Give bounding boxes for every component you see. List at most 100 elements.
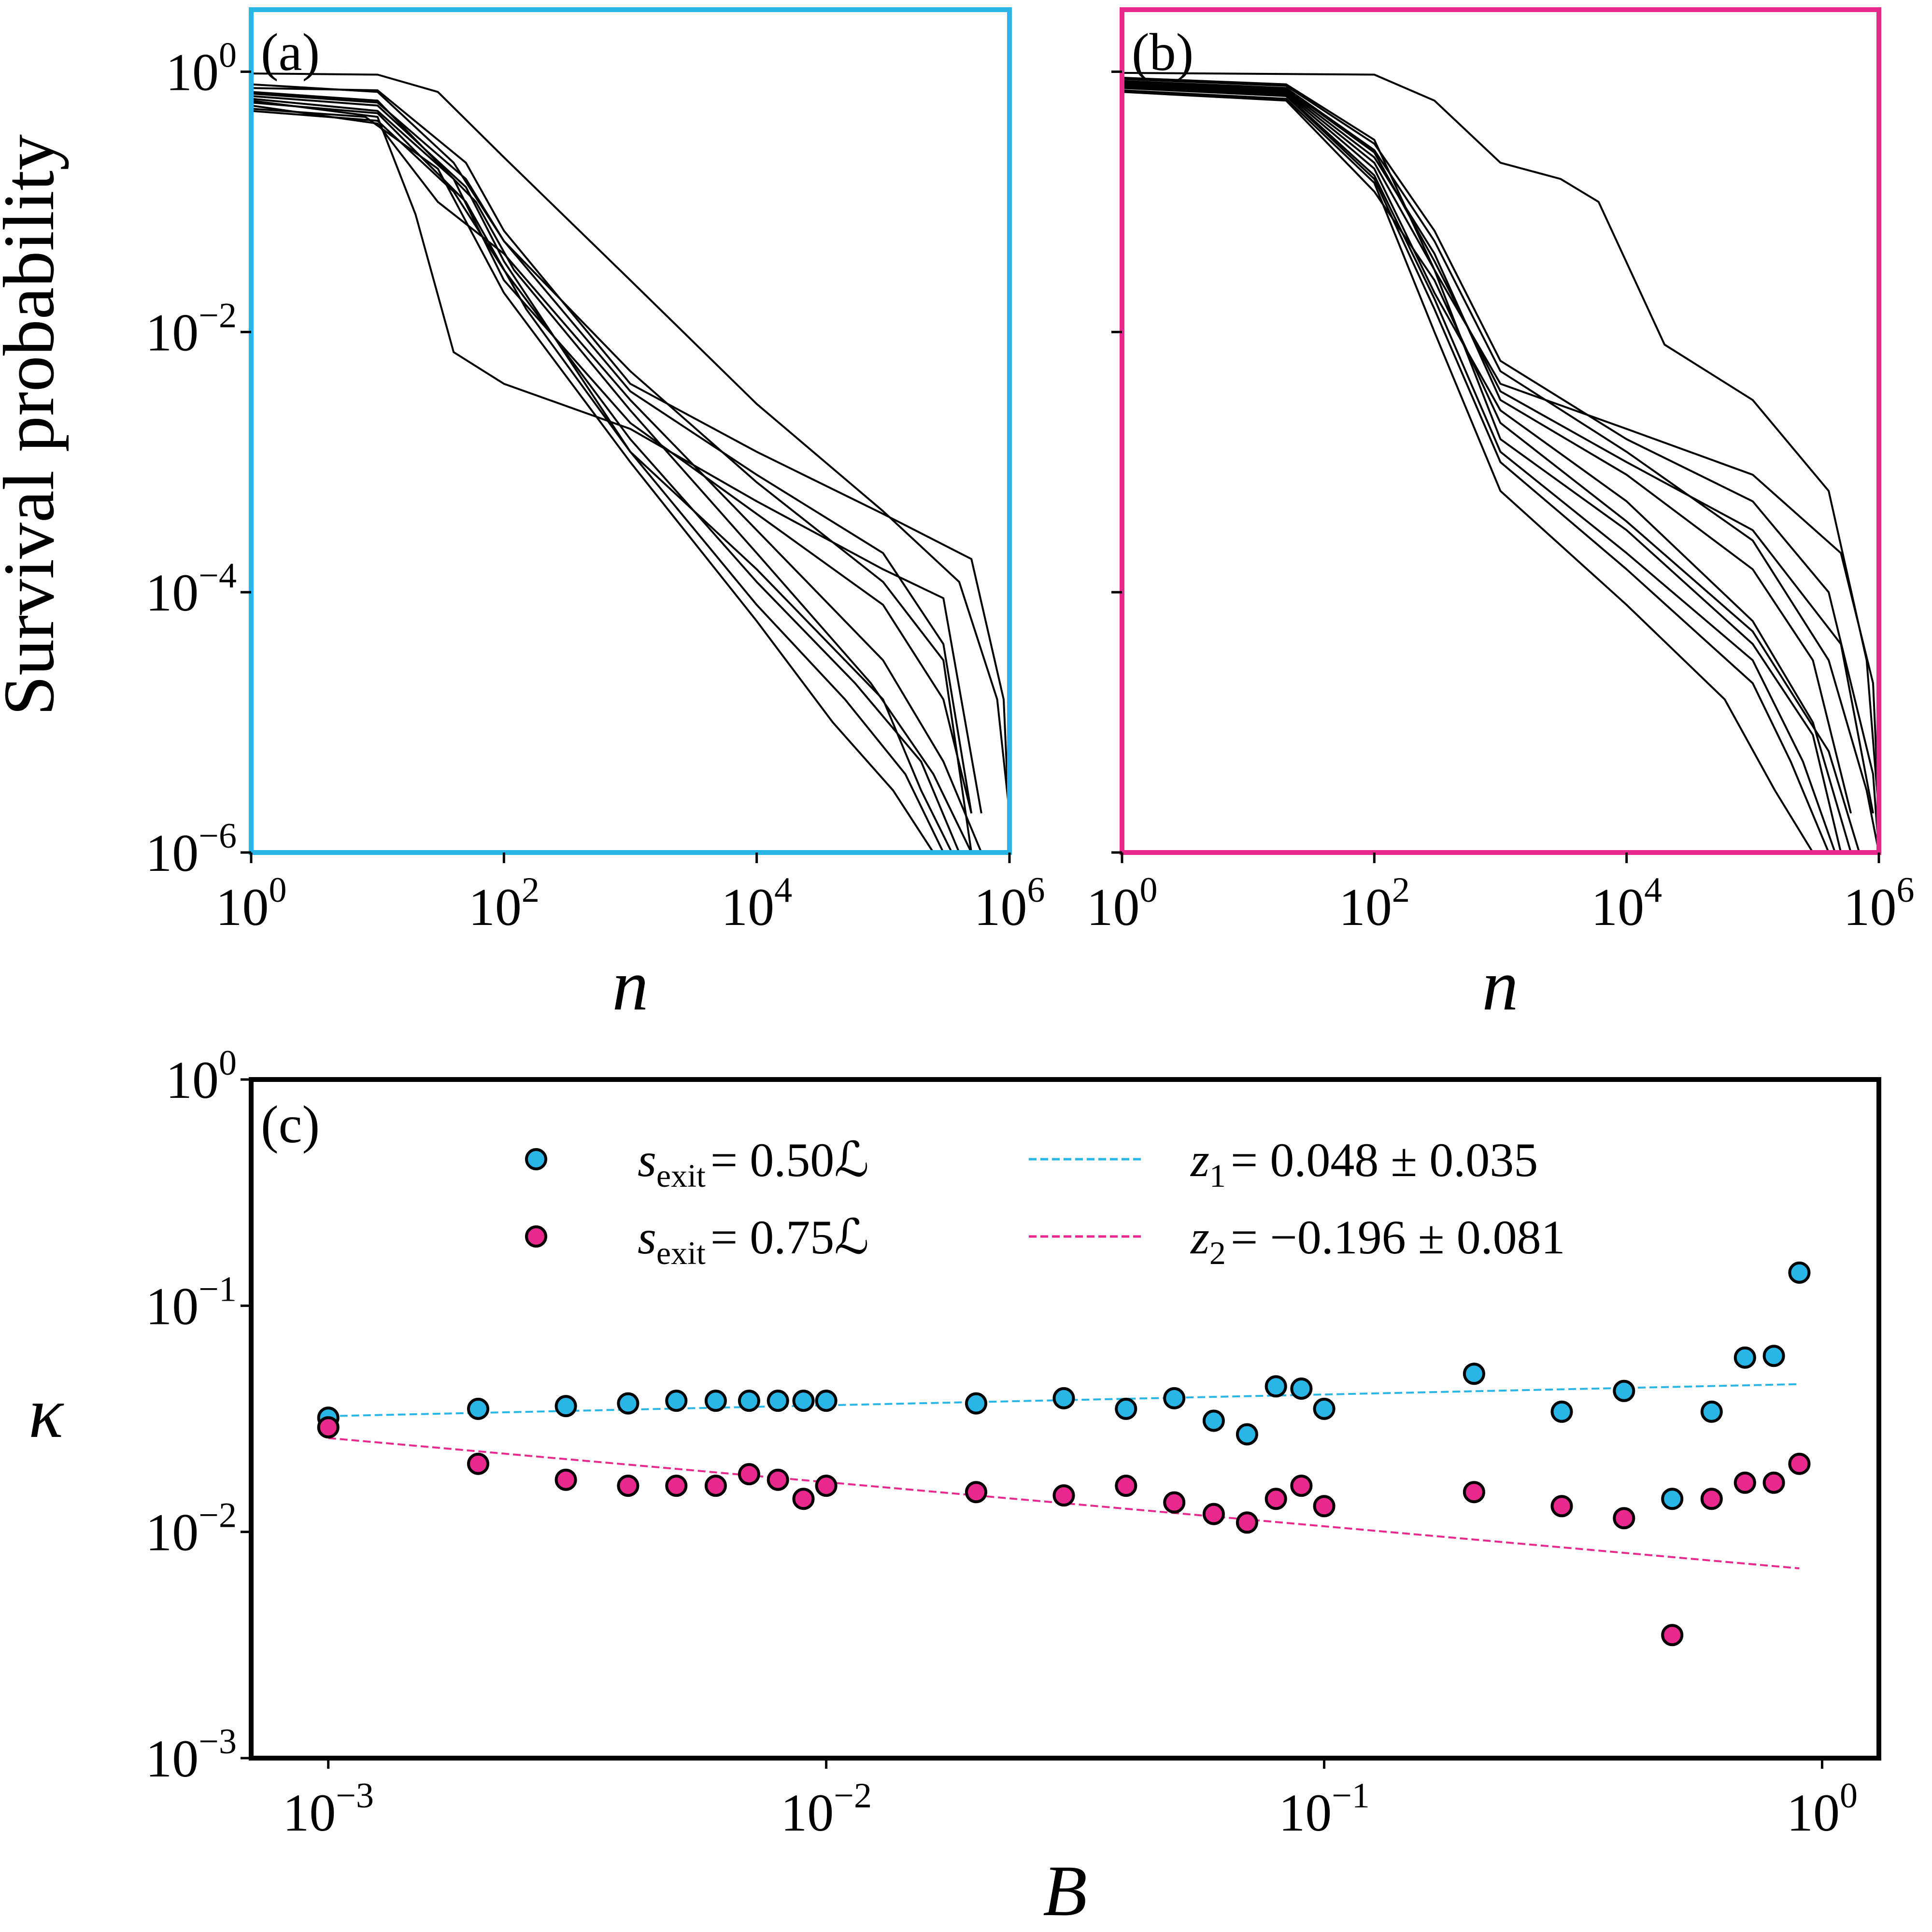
data-point-pink bbox=[665, 1475, 688, 1497]
panel-b-curve-1 bbox=[1122, 71, 1880, 814]
fit-line-z2 bbox=[328, 1437, 1800, 1570]
data-point-pink bbox=[467, 1452, 489, 1475]
panel-b: (b) 100 102 104 106 n bbox=[1087, 7, 1915, 1025]
data-point-blue bbox=[738, 1390, 760, 1412]
panel-a-curve-5 bbox=[251, 110, 960, 853]
data-point-pink bbox=[1290, 1475, 1313, 1497]
panel-b-curve-2 bbox=[1122, 76, 1880, 813]
data-point-pink bbox=[1613, 1507, 1635, 1530]
panel-c-y-tick-label: 10−2 bbox=[145, 1496, 237, 1562]
panel-b-x-tick-label: 102 bbox=[1339, 870, 1410, 937]
panel-c-x-ticks: 10−3 10−2 10−1 100 bbox=[283, 1758, 1858, 1842]
data-point-pink bbox=[965, 1481, 987, 1504]
panel-b-curve-10 bbox=[1122, 78, 1880, 853]
panel-a-y-tick-label: 10−2 bbox=[145, 296, 237, 362]
data-point-blue bbox=[704, 1390, 727, 1412]
panel-b-curve-11 bbox=[1122, 86, 1836, 853]
data-point-pink bbox=[815, 1475, 838, 1497]
panel-a-y-ticks: 100 10−2 10−4 10−6 bbox=[145, 36, 251, 882]
panel-c-x-tick-label: 10−2 bbox=[781, 1776, 872, 1842]
panel-b-x-axis-label: n bbox=[1482, 945, 1519, 1025]
panel-b-x-tick-label: 100 bbox=[1087, 870, 1158, 937]
data-point-blue bbox=[1290, 1378, 1313, 1400]
panel-b-curve-7 bbox=[1122, 89, 1814, 853]
panel-a-curve-11 bbox=[251, 108, 935, 853]
panel-a-curve-9 bbox=[251, 101, 953, 853]
data-point-pink bbox=[1052, 1484, 1075, 1507]
data-point-blue bbox=[767, 1390, 789, 1412]
panel-c-fit-lines bbox=[328, 1383, 1800, 1570]
panel-a-curve-1 bbox=[251, 72, 1010, 814]
panel-a-x-tick-label: 102 bbox=[469, 870, 540, 937]
panel-b-frame bbox=[1120, 7, 1881, 855]
data-point-pink bbox=[704, 1475, 727, 1497]
legend-fit-label-blue: z1 = 0.048 ± 0.035 bbox=[1190, 1133, 1538, 1194]
data-point-blue bbox=[1613, 1379, 1635, 1402]
panel-b-curve-3 bbox=[1122, 80, 1880, 853]
panel-c-points bbox=[317, 1261, 1811, 1647]
panel-b-y-ticks bbox=[1111, 71, 1122, 854]
panel-c-y-axis-label: κ bbox=[28, 1373, 64, 1453]
panel-c-frame bbox=[249, 1077, 1881, 1761]
legend-marker-blue bbox=[525, 1148, 547, 1170]
data-point-pink bbox=[767, 1468, 789, 1491]
panel-b-x-ticks: 100 102 104 106 bbox=[1087, 852, 1915, 937]
data-point-pink bbox=[617, 1475, 639, 1497]
data-point-blue bbox=[815, 1390, 838, 1412]
legend-fit-label-pink: z2 = −0.196 ± 0.081 bbox=[1190, 1210, 1565, 1271]
data-point-blue bbox=[1163, 1387, 1186, 1409]
data-point-blue bbox=[1264, 1375, 1287, 1398]
panel-a-x-tick-label: 100 bbox=[216, 870, 287, 937]
data-point-blue bbox=[1052, 1387, 1075, 1409]
panel-a-curve-2 bbox=[251, 87, 1010, 830]
data-point-blue bbox=[1115, 1397, 1137, 1420]
panel-a-frame bbox=[249, 7, 1012, 855]
data-point-blue bbox=[1733, 1346, 1756, 1369]
panel-b-curves bbox=[1122, 71, 1880, 853]
data-point-pink bbox=[1463, 1481, 1485, 1504]
panel-a-curve-3 bbox=[251, 99, 982, 814]
panel-c-y-ticks: 100 10−1 10−2 10−3 bbox=[145, 1043, 251, 1788]
panel-c-x-tick-label: 10−3 bbox=[283, 1776, 374, 1842]
data-point-pink bbox=[1313, 1495, 1335, 1518]
data-point-blue bbox=[617, 1392, 639, 1415]
panel-a-x-axis-label: n bbox=[612, 945, 649, 1025]
panel-c-y-tick-label: 100 bbox=[166, 1043, 237, 1109]
data-point-blue bbox=[792, 1390, 815, 1412]
panel-a-curves bbox=[251, 72, 1010, 853]
data-point-pink bbox=[1163, 1491, 1186, 1514]
panel-a-y-tick-label: 10−6 bbox=[145, 816, 237, 882]
data-point-pink bbox=[554, 1468, 577, 1491]
data-point-blue bbox=[554, 1395, 577, 1418]
panel-a-curve-10 bbox=[251, 98, 973, 814]
panel-a: (a) 100 10−2 10−4 10−6 100 102 104 106 Surviva… bbox=[0, 7, 1045, 1025]
panel-a-curve-7 bbox=[251, 91, 972, 853]
panel-b-label: (b) bbox=[1132, 23, 1193, 82]
panel-b-curve-8 bbox=[1122, 82, 1852, 814]
panel-a-y-tick-label: 10−4 bbox=[145, 556, 237, 622]
panel-a-curve-4 bbox=[251, 104, 982, 853]
panel-b-curve-9 bbox=[1122, 91, 1861, 853]
legend-marker-pink bbox=[525, 1225, 547, 1248]
panel-c-x-tick-label: 100 bbox=[1787, 1776, 1858, 1842]
panel-b-curve-6 bbox=[1122, 85, 1852, 853]
data-point-blue bbox=[1236, 1423, 1258, 1446]
data-point-pink bbox=[1236, 1511, 1258, 1534]
legend-label-pink: sexit = 0.75ℒ bbox=[638, 1210, 869, 1271]
panel-c-x-tick-label: 10−1 bbox=[1279, 1776, 1370, 1842]
panel-b-x-tick-label: 104 bbox=[1591, 870, 1662, 937]
data-point-pink bbox=[1788, 1452, 1811, 1475]
data-point-blue bbox=[1661, 1488, 1684, 1510]
data-point-pink bbox=[1202, 1503, 1225, 1525]
data-point-blue bbox=[1700, 1400, 1723, 1423]
panel-b-x-tick-label: 106 bbox=[1844, 870, 1915, 937]
panel-c-y-tick-label: 10−1 bbox=[145, 1269, 237, 1335]
data-point-blue bbox=[965, 1392, 987, 1415]
data-point-blue bbox=[1550, 1400, 1573, 1423]
panel-a-curve-8 bbox=[251, 83, 973, 814]
data-point-blue bbox=[1313, 1397, 1335, 1420]
panel-a-y-axis-label: Survival probability bbox=[0, 134, 69, 716]
panel-b-curve-12 bbox=[1122, 80, 1874, 814]
data-point-pink bbox=[738, 1463, 760, 1486]
